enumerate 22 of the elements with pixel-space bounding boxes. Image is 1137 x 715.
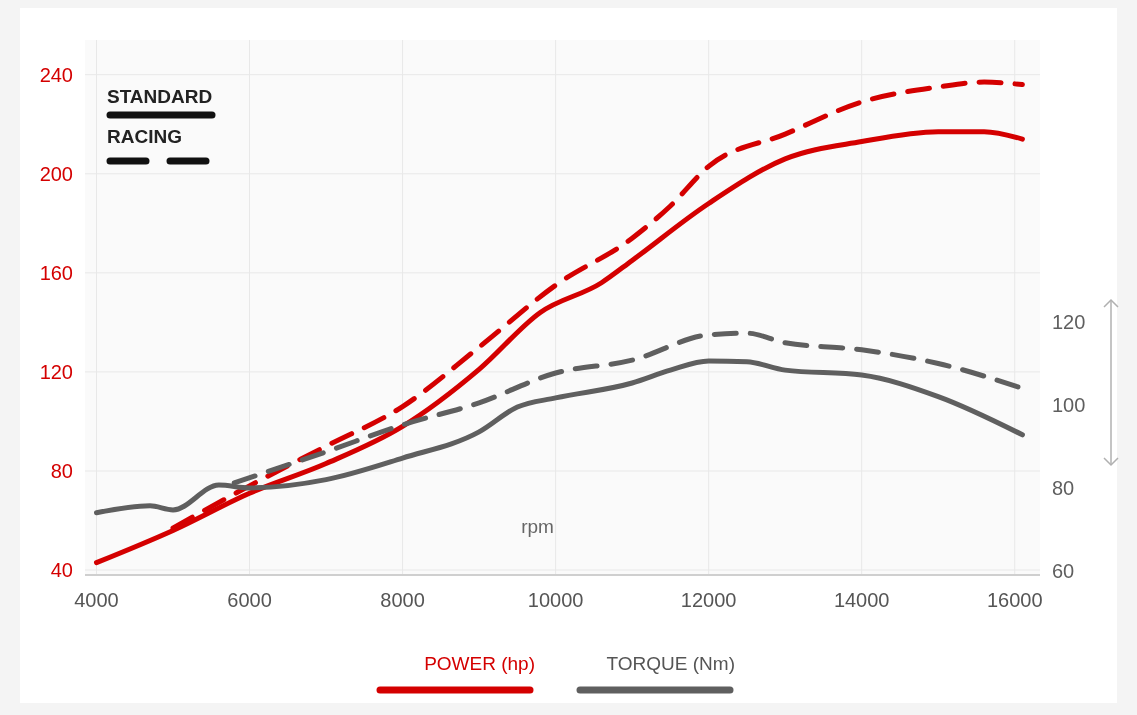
y-tick-label: 240 bbox=[39, 63, 73, 86]
x-tick-label: 12000 bbox=[680, 589, 737, 611]
x-tick-label: 14000 bbox=[833, 589, 890, 611]
y-tick-label: 80 bbox=[50, 459, 73, 482]
x-tick-label: 10000 bbox=[527, 589, 584, 611]
text: TORQUE (Nm) bbox=[606, 653, 735, 674]
y2-tick-label: 100 bbox=[1052, 393, 1086, 416]
x-tick-label: 6000 bbox=[227, 589, 272, 611]
annotation: RACING bbox=[107, 126, 182, 147]
x-tick-label: 8000 bbox=[380, 589, 425, 611]
y-tick-label: 160 bbox=[39, 261, 73, 284]
annotation: STANDARD bbox=[107, 86, 213, 107]
y-tick-label: 40 bbox=[50, 559, 73, 582]
y-tick-label: 120 bbox=[39, 360, 73, 383]
x-axis-title: rpm bbox=[521, 516, 554, 537]
y2-tick-label: 60 bbox=[1052, 559, 1075, 582]
text: POWER (hp) bbox=[424, 653, 535, 674]
y2-tick-label: 120 bbox=[1052, 311, 1086, 334]
y-tick-label: 200 bbox=[39, 162, 73, 185]
x-tick-label: 16000 bbox=[986, 589, 1043, 611]
x-tick-label: 4000 bbox=[74, 589, 119, 611]
y2-tick-label: 80 bbox=[1052, 476, 1075, 499]
